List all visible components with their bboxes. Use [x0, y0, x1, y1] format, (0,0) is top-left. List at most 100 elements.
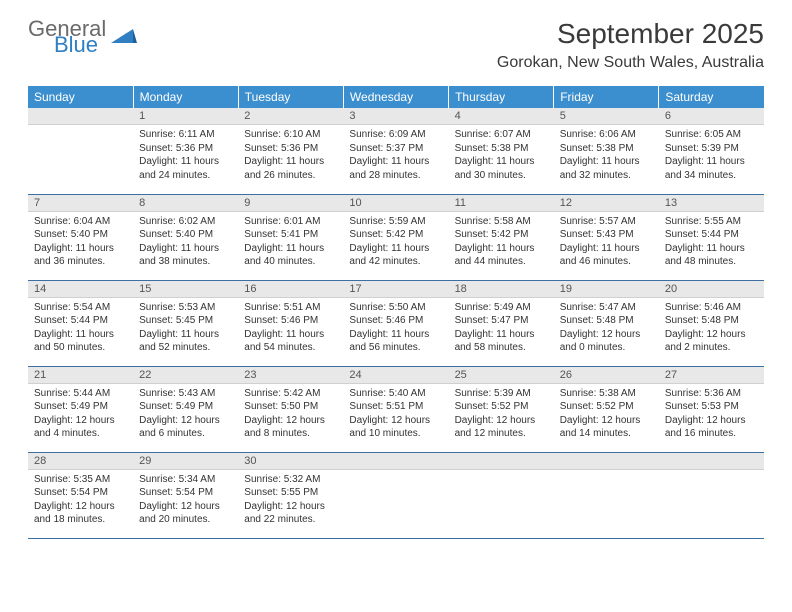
sunset-line: Sunset: 5:53 PM — [665, 400, 758, 414]
sunrise-line: Sunrise: 6:06 AM — [560, 128, 653, 142]
daylight-line: Daylight: 11 hours and 46 minutes. — [560, 242, 653, 269]
daylight-line: Daylight: 11 hours and 44 minutes. — [455, 242, 548, 269]
day-number: 14 — [28, 281, 133, 298]
sunset-line: Sunset: 5:48 PM — [665, 314, 758, 328]
day-details: Sunrise: 5:57 AMSunset: 5:43 PMDaylight:… — [554, 212, 659, 273]
sunset-line: Sunset: 5:42 PM — [349, 228, 442, 242]
day-cell: 27Sunrise: 5:36 AMSunset: 5:53 PMDayligh… — [659, 366, 764, 452]
day-number: 2 — [238, 108, 343, 125]
day-details: Sunrise: 5:34 AMSunset: 5:54 PMDaylight:… — [133, 470, 238, 531]
daylight-line: Daylight: 12 hours and 14 minutes. — [560, 414, 653, 441]
day-number: 16 — [238, 281, 343, 298]
sunset-line: Sunset: 5:55 PM — [244, 486, 337, 500]
empty-cell: . — [343, 452, 448, 538]
sunrise-line: Sunrise: 5:42 AM — [244, 387, 337, 401]
calendar-row: 7Sunrise: 6:04 AMSunset: 5:40 PMDaylight… — [28, 194, 764, 280]
daylight-line: Daylight: 11 hours and 36 minutes. — [34, 242, 127, 269]
day-cell: 22Sunrise: 5:43 AMSunset: 5:49 PMDayligh… — [133, 366, 238, 452]
sunrise-line: Sunrise: 5:43 AM — [139, 387, 232, 401]
day-cell: 13Sunrise: 5:55 AMSunset: 5:44 PMDayligh… — [659, 194, 764, 280]
sunset-line: Sunset: 5:42 PM — [455, 228, 548, 242]
sunset-line: Sunset: 5:43 PM — [560, 228, 653, 242]
title-block: September 2025 Gorokan, New South Wales,… — [497, 18, 764, 72]
day-details: Sunrise: 6:06 AMSunset: 5:38 PMDaylight:… — [554, 125, 659, 186]
day-cell: 11Sunrise: 5:58 AMSunset: 5:42 PMDayligh… — [449, 194, 554, 280]
calendar-row: 21Sunrise: 5:44 AMSunset: 5:49 PMDayligh… — [28, 366, 764, 452]
day-details: Sunrise: 5:43 AMSunset: 5:49 PMDaylight:… — [133, 384, 238, 445]
daylight-line: Daylight: 11 hours and 52 minutes. — [139, 328, 232, 355]
calendar-table: SundayMondayTuesdayWednesdayThursdayFrid… — [28, 86, 764, 539]
day-details: Sunrise: 6:09 AMSunset: 5:37 PMDaylight:… — [343, 125, 448, 186]
day-number: 18 — [449, 281, 554, 298]
day-number: 21 — [28, 367, 133, 384]
sunrise-line: Sunrise: 6:10 AM — [244, 128, 337, 142]
day-details: Sunrise: 5:32 AMSunset: 5:55 PMDaylight:… — [238, 470, 343, 531]
day-cell: 30Sunrise: 5:32 AMSunset: 5:55 PMDayligh… — [238, 452, 343, 538]
day-number: 25 — [449, 367, 554, 384]
day-details: Sunrise: 6:02 AMSunset: 5:40 PMDaylight:… — [133, 212, 238, 273]
brand-blue: Blue — [54, 34, 106, 56]
day-cell: 18Sunrise: 5:49 AMSunset: 5:47 PMDayligh… — [449, 280, 554, 366]
sunrise-line: Sunrise: 5:44 AM — [34, 387, 127, 401]
sunset-line: Sunset: 5:51 PM — [349, 400, 442, 414]
daylight-line: Daylight: 12 hours and 2 minutes. — [665, 328, 758, 355]
sunrise-line: Sunrise: 5:50 AM — [349, 301, 442, 315]
daylight-line: Daylight: 12 hours and 18 minutes. — [34, 500, 127, 527]
sunrise-line: Sunrise: 5:35 AM — [34, 473, 127, 487]
day-details: Sunrise: 6:01 AMSunset: 5:41 PMDaylight:… — [238, 212, 343, 273]
day-details: Sunrise: 6:07 AMSunset: 5:38 PMDaylight:… — [449, 125, 554, 186]
day-number: 30 — [238, 453, 343, 470]
daylight-line: Daylight: 11 hours and 24 minutes. — [139, 155, 232, 182]
weekday-header: Friday — [554, 86, 659, 108]
sunset-line: Sunset: 5:49 PM — [139, 400, 232, 414]
day-cell: 5Sunrise: 6:06 AMSunset: 5:38 PMDaylight… — [554, 108, 659, 194]
calendar-head: SundayMondayTuesdayWednesdayThursdayFrid… — [28, 86, 764, 108]
day-number-empty: . — [343, 453, 448, 470]
day-cell: 25Sunrise: 5:39 AMSunset: 5:52 PMDayligh… — [449, 366, 554, 452]
sunset-line: Sunset: 5:49 PM — [34, 400, 127, 414]
day-details: Sunrise: 5:51 AMSunset: 5:46 PMDaylight:… — [238, 298, 343, 359]
weekday-header: Saturday — [659, 86, 764, 108]
day-number-empty: . — [554, 453, 659, 470]
sunset-line: Sunset: 5:39 PM — [665, 142, 758, 156]
day-number: 19 — [554, 281, 659, 298]
daylight-line: Daylight: 11 hours and 48 minutes. — [665, 242, 758, 269]
sunrise-line: Sunrise: 5:38 AM — [560, 387, 653, 401]
day-number-empty: . — [659, 453, 764, 470]
day-number: 1 — [133, 108, 238, 125]
sunrise-line: Sunrise: 5:51 AM — [244, 301, 337, 315]
day-cell: 26Sunrise: 5:38 AMSunset: 5:52 PMDayligh… — [554, 366, 659, 452]
day-details: Sunrise: 6:10 AMSunset: 5:36 PMDaylight:… — [238, 125, 343, 186]
sunset-line: Sunset: 5:44 PM — [34, 314, 127, 328]
day-details: Sunrise: 5:44 AMSunset: 5:49 PMDaylight:… — [28, 384, 133, 445]
day-details: Sunrise: 5:59 AMSunset: 5:42 PMDaylight:… — [343, 212, 448, 273]
daylight-line: Daylight: 11 hours and 26 minutes. — [244, 155, 337, 182]
daylight-line: Daylight: 12 hours and 0 minutes. — [560, 328, 653, 355]
daylight-line: Daylight: 12 hours and 16 minutes. — [665, 414, 758, 441]
sunset-line: Sunset: 5:46 PM — [349, 314, 442, 328]
sunrise-line: Sunrise: 5:58 AM — [455, 215, 548, 229]
daylight-line: Daylight: 12 hours and 6 minutes. — [139, 414, 232, 441]
day-number: 27 — [659, 367, 764, 384]
day-details: Sunrise: 5:35 AMSunset: 5:54 PMDaylight:… — [28, 470, 133, 531]
daylight-line: Daylight: 11 hours and 50 minutes. — [34, 328, 127, 355]
day-cell: 15Sunrise: 5:53 AMSunset: 5:45 PMDayligh… — [133, 280, 238, 366]
day-number: 24 — [343, 367, 448, 384]
daylight-line: Daylight: 11 hours and 30 minutes. — [455, 155, 548, 182]
sunset-line: Sunset: 5:40 PM — [34, 228, 127, 242]
day-details: Sunrise: 5:36 AMSunset: 5:53 PMDaylight:… — [659, 384, 764, 445]
day-number: 12 — [554, 195, 659, 212]
weekday-header-row: SundayMondayTuesdayWednesdayThursdayFrid… — [28, 86, 764, 108]
sunrise-line: Sunrise: 5:59 AM — [349, 215, 442, 229]
day-number: 26 — [554, 367, 659, 384]
sunset-line: Sunset: 5:48 PM — [560, 314, 653, 328]
sunset-line: Sunset: 5:44 PM — [665, 228, 758, 242]
sunrise-line: Sunrise: 5:47 AM — [560, 301, 653, 315]
day-cell: 2Sunrise: 6:10 AMSunset: 5:36 PMDaylight… — [238, 108, 343, 194]
sunrise-line: Sunrise: 5:49 AM — [455, 301, 548, 315]
day-number: 6 — [659, 108, 764, 125]
day-details: Sunrise: 5:55 AMSunset: 5:44 PMDaylight:… — [659, 212, 764, 273]
sunset-line: Sunset: 5:38 PM — [455, 142, 548, 156]
daylight-line: Daylight: 11 hours and 56 minutes. — [349, 328, 442, 355]
sunset-line: Sunset: 5:50 PM — [244, 400, 337, 414]
